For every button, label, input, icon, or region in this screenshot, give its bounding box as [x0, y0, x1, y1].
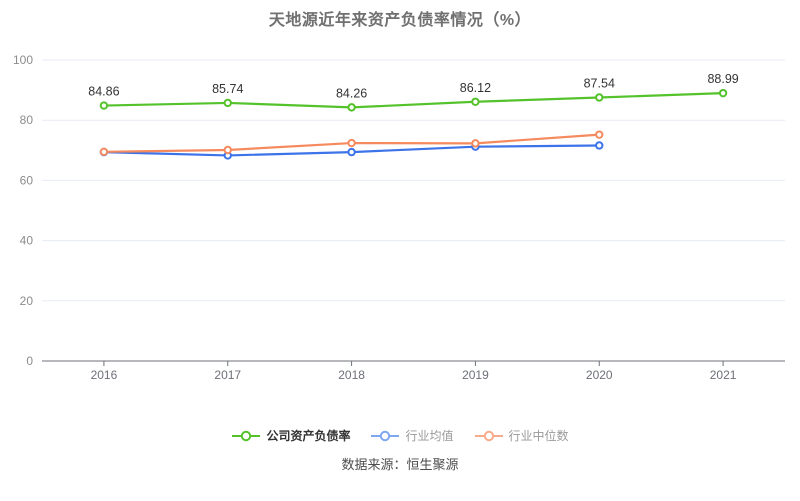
x-axis-label: 2016 [91, 368, 118, 382]
data-source-text: 数据来源：恒生聚源 [341, 457, 459, 472]
x-axis-label: 2019 [462, 368, 489, 382]
y-axis-label: 60 [20, 173, 34, 187]
x-axis-label: 2018 [338, 368, 365, 382]
y-axis-label: 100 [13, 53, 33, 67]
line-marker-icon [371, 430, 400, 442]
data-point[interactable] [595, 130, 604, 139]
x-axis-label: 2020 [586, 368, 613, 382]
y-axis-label: 80 [20, 113, 34, 127]
series-line [102, 92, 725, 109]
legend-label: 公司资产负债率 [266, 429, 351, 443]
line-marker-icon [232, 430, 261, 442]
data-point[interactable] [471, 139, 480, 148]
data-point[interactable] [347, 147, 356, 157]
x-axis-label: 2017 [214, 368, 241, 382]
data-point[interactable] [99, 147, 109, 157]
data-point[interactable] [471, 97, 480, 106]
data-point-label: 86.12 [460, 81, 491, 95]
x-axis-label: 2021 [710, 368, 737, 382]
chart-legend: 公司资产负债率 行业均值 行业中位数 [0, 429, 800, 443]
legend-item-company-ratio[interactable]: 公司资产负债率 [231, 429, 350, 443]
legend-item-industry-mean[interactable]: 行业均值 [370, 429, 454, 443]
y-axis-label: 20 [20, 294, 34, 308]
line-marker-icon [474, 430, 503, 442]
legend-label: 行业中位数 [508, 429, 569, 443]
y-axis-label: 0 [26, 354, 33, 368]
data-point[interactable] [347, 138, 356, 148]
line-chart-plot: 0 20 40 60 80 100 2016 2017 2018 2019 2020 2021 84.8… [13, 53, 785, 382]
legend-item-industry-median[interactable]: 行业中位数 [474, 429, 569, 443]
data-point-label: 84.86 [88, 85, 119, 99]
data-point[interactable] [223, 98, 232, 108]
data-point[interactable] [595, 141, 604, 150]
data-point-label: 84.26 [336, 86, 367, 100]
data-point-label: 85.74 [212, 82, 243, 96]
data-point-label: 88.99 [707, 72, 738, 86]
data-point[interactable] [347, 103, 356, 112]
chart-title: 天地源近年来资产负债率情况（%） [268, 12, 532, 29]
data-point[interactable] [718, 88, 728, 98]
legend-label: 行业均值 [405, 429, 454, 443]
data-point-label: 87.54 [584, 77, 615, 91]
y-axis-label: 40 [20, 234, 34, 248]
data-point[interactable] [595, 93, 604, 102]
data-point[interactable] [99, 101, 109, 110]
data-point[interactable] [223, 145, 232, 155]
